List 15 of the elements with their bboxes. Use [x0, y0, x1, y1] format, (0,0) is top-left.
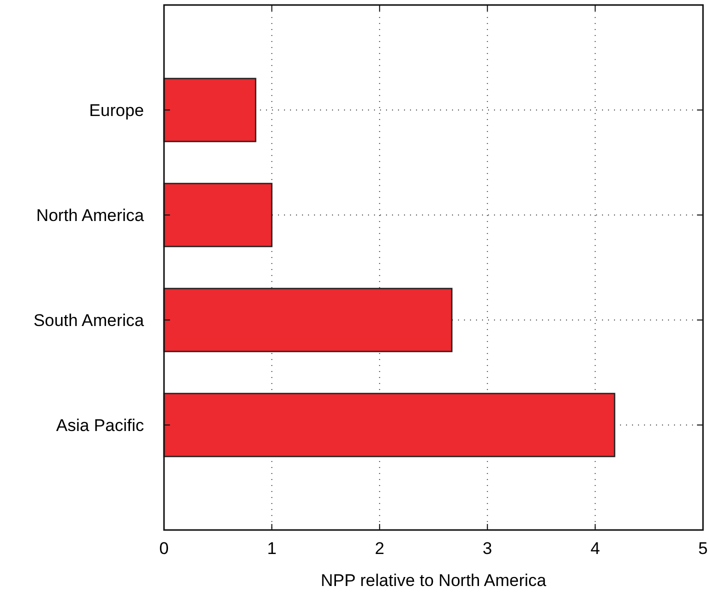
x-axis-title: NPP relative to North America — [320, 571, 547, 590]
x-tick-label: 0 — [159, 539, 169, 558]
x-tick-label: 4 — [590, 539, 600, 558]
x-tick-label: 1 — [267, 539, 277, 558]
bar — [163, 288, 452, 352]
bar — [163, 392, 616, 458]
y-tick-label: South America — [33, 310, 145, 330]
bar — [163, 78, 256, 142]
y-tick-label: North America — [36, 206, 145, 225]
y-tick-label: Europe — [89, 100, 144, 120]
bar — [163, 182, 272, 248]
x-tick-label: 2 — [374, 539, 384, 558]
x-tick-label: 3 — [482, 539, 492, 558]
x-tick-label: 5 — [698, 539, 708, 558]
y-tick-label: Asia Pacific — [56, 416, 144, 435]
